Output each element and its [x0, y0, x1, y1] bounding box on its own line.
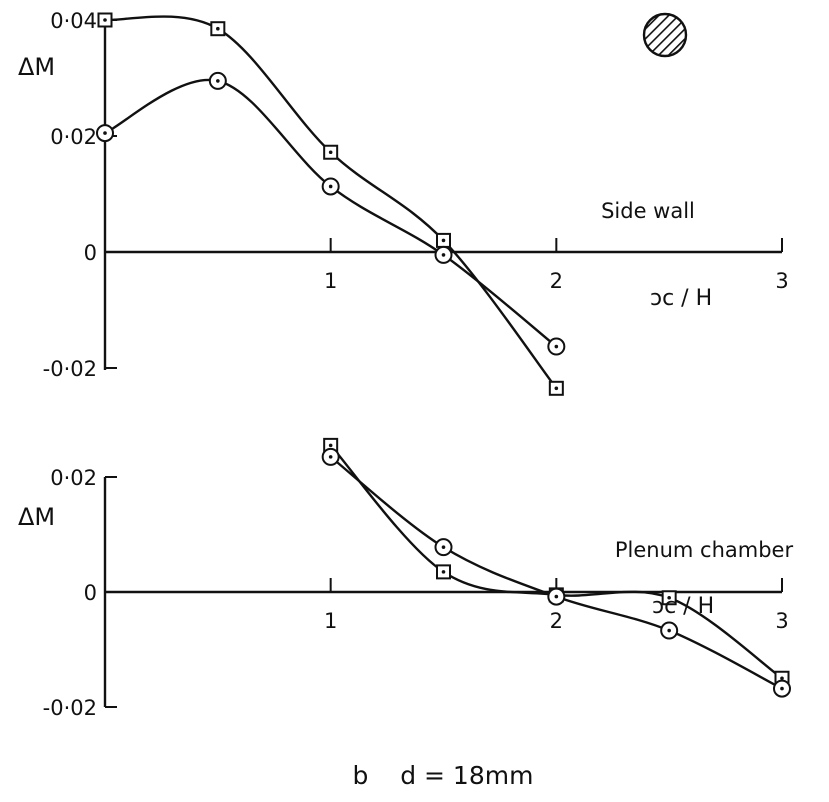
figure-caption: b d = 18mm — [353, 761, 534, 790]
circle-marker — [434, 538, 453, 557]
y-axis-label: ΔM — [18, 53, 55, 81]
circle-marker-dot — [216, 79, 220, 83]
x-tick-label: 2 — [550, 269, 563, 293]
y-tick-label: 0 — [84, 581, 97, 605]
circle-marker — [547, 337, 566, 356]
square-marker — [661, 590, 677, 606]
y-tick-label: 0·04 — [50, 9, 97, 33]
circle-marker-dot — [328, 184, 333, 189]
series-square-line — [104, 15, 558, 390]
circle-marker-dot — [441, 253, 446, 257]
circle-marker-dot — [780, 686, 784, 691]
square-marker-dot — [554, 386, 559, 391]
x-axis-label: ɔc / H — [652, 594, 714, 619]
x-tick-label: 1 — [324, 609, 337, 633]
circle-marker-dot — [667, 628, 671, 633]
chart-annotation: Plenum chamber — [615, 538, 794, 562]
square-marker-dot — [441, 238, 446, 243]
circle-marker — [208, 71, 227, 90]
square-marker — [210, 21, 226, 37]
square-marker — [97, 12, 113, 28]
chart-annotation: Side wall — [601, 199, 695, 223]
y-tick-label: 0·02 — [50, 125, 97, 149]
square-marker-dot — [216, 26, 220, 31]
circle-marker-dot — [441, 545, 446, 549]
series-circle-line — [104, 78, 558, 348]
hatched-circle-icon — [642, 12, 688, 58]
square-marker — [548, 380, 564, 396]
x-axis-label: ɔc / H — [650, 286, 712, 311]
square-marker-dot — [780, 676, 784, 681]
circle-marker-dot — [103, 131, 107, 135]
y-tick-label: -0·02 — [43, 696, 97, 720]
series-circle-line — [329, 455, 783, 690]
y-tick-label: -0·02 — [43, 357, 97, 381]
y-tick-label: 0·02 — [50, 466, 97, 490]
y-axis-label: ΔM — [18, 503, 55, 531]
square-marker — [436, 232, 451, 248]
square-marker — [323, 144, 339, 160]
square-marker-dot — [328, 443, 333, 448]
circle-marker — [660, 621, 679, 640]
x-tick-label: 2 — [550, 609, 563, 633]
circle-marker — [321, 177, 340, 196]
y-tick-label: 0 — [84, 241, 97, 265]
square-marker-dot — [667, 595, 671, 600]
chart-side-wall: 0·04 0·02 0 -0·02 1 2 3 ΔM ɔc / H Side wall — [18, 9, 789, 396]
circle-marker — [96, 124, 114, 143]
circle-marker-dot — [328, 455, 333, 459]
circle-marker — [547, 587, 566, 606]
circle-marker — [321, 447, 340, 466]
x-tick-label: 1 — [324, 269, 337, 293]
circle-marker — [434, 245, 453, 264]
square-marker-dot — [328, 150, 333, 155]
circle-marker — [773, 679, 791, 698]
circle-marker-dot — [554, 344, 559, 349]
square-marker-dot — [103, 18, 107, 22]
circle-marker-dot — [554, 594, 559, 599]
x-tick-label: 3 — [775, 609, 788, 633]
square-marker — [436, 564, 451, 580]
x-tick-label: 3 — [775, 269, 788, 293]
square-marker-dot — [441, 570, 446, 574]
chart-plenum-chamber: 0·02 0 -0·02 1 2 3 ΔM ɔc / H Plenum chamber — [18, 437, 794, 720]
